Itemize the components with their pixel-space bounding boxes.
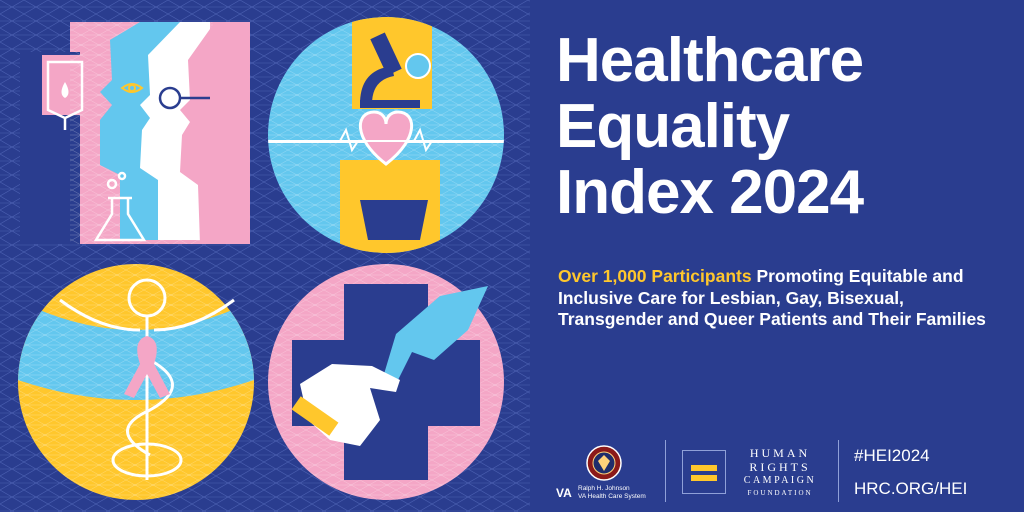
microscope-icon [360, 32, 420, 108]
title-line-3: Index 2024 [556, 158, 864, 227]
iv-bag-icon [46, 60, 84, 130]
va-mark: VA [556, 486, 572, 500]
awareness-ribbon-icon [124, 336, 170, 398]
subtitle: Over 1,000 Participants Promoting Equita… [558, 266, 998, 331]
website-url: HRC.ORG/HEI [854, 479, 968, 498]
eye-icon [120, 83, 144, 93]
panel-faces [20, 22, 250, 244]
panel-caduceus [18, 264, 254, 500]
hrc-wordmark: HUMAN RIGHTS CAMPAIGN FOUNDATION [743, 446, 817, 497]
subtitle-text: Promoting Equitable and Inclusive Care f… [558, 266, 986, 329]
petri-dish [405, 53, 431, 79]
hrc-logo: HUMAN RIGHTS CAMPAIGN FOUNDATION [682, 444, 830, 506]
page-title: Healthcare Equality Index 2024 [556, 26, 864, 227]
heart-icon [359, 110, 413, 166]
heartbeat-line [280, 127, 494, 153]
sleeve-cuff [291, 396, 339, 436]
divider [838, 440, 839, 502]
divider [665, 440, 666, 502]
va-logo: VA Ralph H. Johnson VA Health Care Syste… [556, 445, 666, 505]
hand-icon [384, 286, 488, 380]
title-line-1: Healthcare [556, 26, 864, 95]
flask-icon [93, 171, 147, 242]
va-line-1: Ralph H. Johnson [578, 485, 630, 492]
hrc-equal-sign-icon [682, 450, 726, 494]
title-line-2: Equality [556, 92, 790, 161]
va-line-2: VA Health Care System [578, 493, 646, 500]
va-name: Ralph H. Johnson VA Health Care System [578, 485, 646, 501]
hashtag: #HEI2024 [854, 446, 930, 465]
subtitle-highlight: Over 1,000 Participants [558, 266, 752, 286]
glasses [158, 86, 210, 110]
droplet [61, 82, 69, 98]
va-seal-icon [586, 445, 622, 481]
